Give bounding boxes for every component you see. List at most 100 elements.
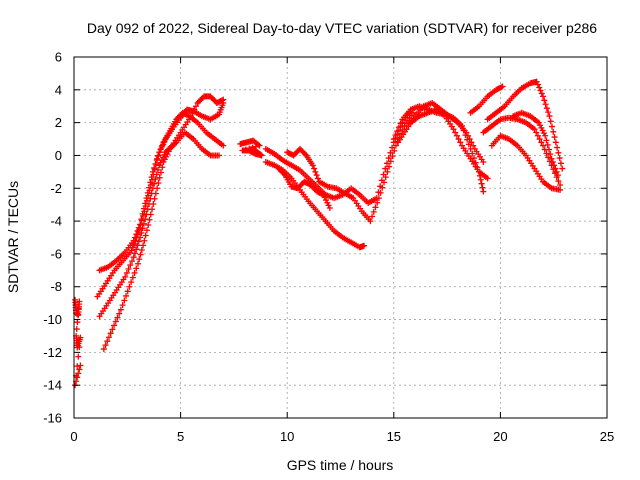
- data-point: [137, 222, 144, 229]
- y-tick-label: -10: [43, 312, 62, 327]
- data-point: [133, 265, 140, 272]
- data-point: [141, 208, 148, 215]
- grid: [74, 57, 607, 418]
- data-point: [130, 254, 137, 261]
- data-point: [394, 128, 401, 135]
- data-point: [153, 171, 160, 178]
- series-arc-late-4: [467, 83, 506, 116]
- data-point: [555, 149, 562, 156]
- x-tick-label: 10: [280, 429, 294, 444]
- data-point: [75, 370, 82, 377]
- data-point: [302, 151, 309, 158]
- series-arc-early-4: [100, 129, 222, 353]
- data-point: [117, 306, 124, 313]
- series-isolated-8h: [237, 137, 265, 159]
- data-point: [111, 322, 118, 329]
- data-point: [128, 258, 135, 265]
- data-point: [114, 314, 121, 321]
- data-point: [137, 234, 144, 241]
- data-point: [372, 204, 379, 211]
- data-point: [146, 216, 153, 223]
- data-point: [540, 142, 547, 149]
- chart-title: Day 092 of 2022, Sidereal Day-to-day VTE…: [87, 20, 597, 36]
- x-tick-label: 0: [70, 429, 77, 444]
- data-point: [544, 141, 551, 148]
- data-point: [187, 113, 194, 120]
- data-point: [545, 109, 552, 116]
- series-arc-early-2: [94, 109, 227, 300]
- data-point: [249, 146, 256, 153]
- data-point: [131, 250, 138, 257]
- series-arc-late-6: [488, 132, 564, 193]
- data-point: [76, 344, 83, 351]
- data-point: [387, 158, 394, 165]
- data-point: [387, 149, 394, 156]
- data-point: [395, 124, 402, 131]
- data-point: [542, 101, 549, 108]
- data-point: [73, 326, 80, 333]
- data-point: [385, 155, 392, 162]
- series-arc-late-5: [480, 114, 564, 188]
- data-point: [463, 129, 470, 136]
- data-point: [312, 168, 319, 175]
- series-arc-late-3: [395, 99, 487, 166]
- data-point: [133, 246, 140, 253]
- data-point: [100, 346, 107, 353]
- series-isolated-start: [72, 296, 84, 389]
- data-point: [122, 273, 129, 280]
- data-point: [126, 283, 133, 290]
- data-point: [392, 132, 399, 139]
- data-point: [556, 155, 563, 162]
- data-point: [547, 118, 554, 125]
- data-point: [74, 363, 81, 370]
- x-tick-label: 25: [600, 429, 614, 444]
- data-point: [77, 334, 84, 341]
- data-point: [215, 152, 222, 159]
- data-point: [75, 305, 82, 312]
- data-point: [537, 87, 544, 94]
- data-point: [533, 129, 540, 136]
- data-point: [383, 160, 390, 167]
- data-point: [382, 165, 389, 172]
- data-point: [128, 247, 135, 254]
- y-tick-label: 0: [55, 148, 62, 163]
- y-tick-label: -12: [43, 345, 62, 360]
- y-tick-label: -16: [43, 411, 62, 426]
- data-point: [379, 184, 386, 191]
- data-point: [152, 190, 159, 197]
- data-point: [390, 136, 397, 143]
- data-point: [549, 159, 556, 166]
- data-point: [123, 269, 130, 276]
- data-point: [384, 168, 391, 175]
- data-point: [132, 237, 139, 244]
- y-tick-label: -2: [50, 181, 62, 196]
- data-point: [551, 162, 558, 169]
- data-point: [138, 217, 145, 224]
- data-point: [140, 212, 147, 219]
- series-arc-mid-3: [284, 109, 416, 225]
- data-point: [143, 197, 150, 204]
- data-point: [156, 149, 163, 156]
- data-point: [470, 155, 477, 162]
- data-point: [149, 176, 156, 183]
- data-point: [157, 169, 164, 176]
- data-point: [155, 152, 162, 159]
- data-point: [159, 164, 166, 171]
- data-point: [543, 137, 550, 144]
- data-point: [397, 120, 404, 127]
- data-point: [107, 330, 114, 337]
- data-point: [548, 123, 555, 130]
- data-point: [319, 191, 326, 198]
- data-point: [389, 153, 396, 160]
- data-point: [557, 160, 564, 167]
- data-point: [74, 319, 81, 326]
- series-arc-mid-4: [275, 165, 333, 211]
- data-point: [540, 93, 547, 100]
- data-point: [380, 179, 387, 186]
- data-point: [545, 154, 552, 161]
- data-point: [76, 298, 83, 305]
- data-point: [553, 168, 560, 175]
- plot-frame: [73, 56, 608, 419]
- data-point: [464, 132, 471, 139]
